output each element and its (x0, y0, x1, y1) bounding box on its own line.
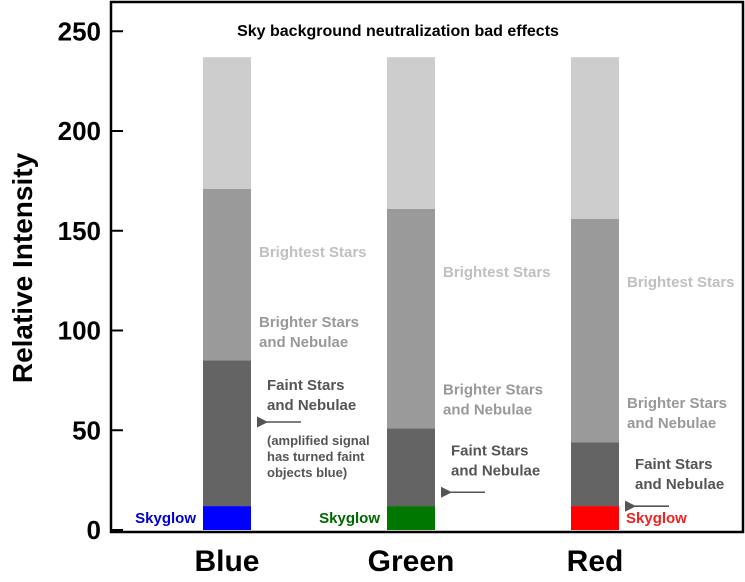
skyglow-segment-blue (203, 506, 251, 530)
faint-segment-green (387, 428, 435, 507)
brighter-label-line2-red: and Nebulae (627, 415, 716, 432)
y-tick-label: 250 (58, 16, 101, 46)
skyglow-segment-red (571, 506, 619, 530)
brighter-segment-red (571, 218, 619, 443)
faint-label-line2-red: and Nebulae (635, 476, 724, 493)
annotation-line: has turned faint (267, 449, 365, 464)
skyglow-label-green: Skyglow (319, 510, 380, 527)
faint-label-line1-blue: Faint Stars (267, 377, 345, 394)
faint-label-line1-red: Faint Stars (635, 456, 713, 473)
segment-labels: Brightest Stars Brighter Stars and Nebulae… (135, 244, 734, 527)
bars (203, 57, 619, 530)
brighter-segment-green (387, 208, 435, 429)
category-label-blue: Blue (194, 545, 259, 578)
brighter-label-line2-blue: and Nebulae (259, 334, 348, 351)
faint-label-line2-blue: and Nebulae (267, 397, 356, 414)
skyglow-label-red: Skyglow (626, 510, 687, 527)
category-label-red: Red (567, 545, 624, 578)
category-label-green: Green (368, 545, 455, 578)
y-tick-label: 200 (58, 116, 101, 146)
faint-label-line2-green: and Nebulae (451, 462, 540, 479)
skyglow-segment-green (387, 506, 435, 530)
chart-title: Sky background neutralization bad effect… (237, 23, 559, 40)
annotation-line: (amplified signal (267, 433, 370, 448)
y-tick-label: 100 (58, 316, 101, 346)
brighter-label-line1-green: Brighter Stars (443, 381, 543, 398)
brightest-label-red: Brightest Stars (627, 274, 735, 291)
faint-label-line1-green: Faint Stars (451, 442, 529, 459)
brightest-label-blue: Brightest Stars (259, 244, 367, 261)
brightest-segment-red (571, 57, 619, 219)
brightest-segment-blue (203, 57, 251, 189)
y-tick-label: 150 (58, 216, 101, 246)
category-labels: Blue Green Red (194, 545, 623, 578)
brightest-segment-green (387, 57, 435, 209)
annotation-line: objects blue) (267, 465, 347, 480)
skyglow-label-blue: Skyglow (135, 510, 196, 527)
brighter-segment-blue (203, 188, 251, 361)
brighter-label-line1-red: Brighter Stars (627, 395, 727, 412)
y-axis-title: Relative Intensity (7, 152, 38, 383)
y-tick-label: 50 (72, 415, 101, 445)
brighter-label-line1-blue: Brighter Stars (259, 314, 359, 331)
brighter-label-line2-green: and Nebulae (443, 401, 532, 418)
faint-segment-red (571, 442, 619, 507)
faint-segment-blue (203, 360, 251, 507)
brightest-label-green: Brightest Stars (443, 264, 551, 281)
y-tick-label: 0 (87, 515, 101, 545)
y-axis-ticks: 0 50 100 150 200 250 (58, 16, 123, 545)
